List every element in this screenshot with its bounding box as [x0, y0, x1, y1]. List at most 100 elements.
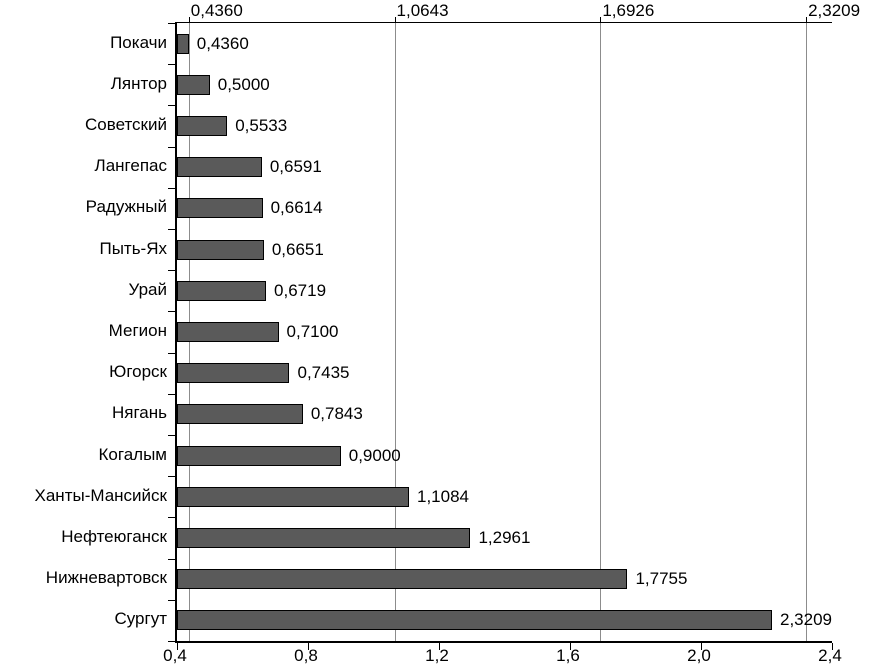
bar	[177, 569, 628, 590]
value-label: 0,6719	[274, 280, 327, 300]
value-label: 0,5533	[235, 116, 288, 135]
bar-row: 0,9000	[177, 435, 832, 476]
bar	[177, 74, 210, 95]
category-label: Пыть-Ях	[99, 238, 167, 258]
category-label: Нягань	[111, 403, 167, 423]
bar	[177, 528, 471, 549]
bar-row: 1,7755	[177, 559, 832, 600]
bar-row: 0,6719	[177, 270, 832, 311]
category-axis-tick	[168, 558, 175, 560]
category-label: Покачи	[110, 32, 167, 52]
value-label: 0,5000	[217, 74, 270, 94]
category-label: Мегион	[108, 321, 167, 341]
bar-row: 0,6591	[177, 147, 832, 188]
bar-row: 0,5533	[177, 105, 832, 146]
bar-row: 1,1084	[177, 476, 832, 517]
bottom-axis-tick	[570, 643, 571, 650]
category-axis-tick	[168, 517, 175, 519]
category-axis-tick	[168, 187, 175, 189]
category-axis-tick	[168, 352, 175, 354]
bottom-axis-tick	[832, 643, 833, 650]
bar	[177, 280, 267, 301]
bottom-axis-label: 0,4	[163, 646, 187, 665]
category-axis-tick	[168, 270, 175, 272]
category-axis-tick	[168, 64, 175, 66]
category-label: Лянтор	[110, 73, 167, 93]
category-axis-tick	[168, 435, 175, 436]
bar	[177, 610, 772, 631]
bar-row: 0,5000	[177, 64, 832, 105]
plot-area: 0,4360 0,5000 0,5533 0,6591 0,6614 0,6651 0,67…	[168, 17, 833, 650]
bar	[177, 157, 262, 178]
value-label: 1,7755	[635, 569, 688, 589]
category-label: Югорск	[109, 362, 167, 382]
top-axis-tick	[806, 17, 808, 22]
bar	[177, 198, 263, 219]
category-axis-tick	[168, 146, 175, 148]
bottom-axis-label: 1,6	[556, 646, 580, 665]
gridline	[600, 23, 602, 641]
bar-row: 0,7435	[177, 353, 832, 394]
bar-row: 0,6651	[177, 229, 832, 270]
category-axis-tick	[168, 393, 175, 395]
bar-row: 1,2961	[177, 517, 832, 558]
value-label: 2,3209	[780, 610, 832, 630]
top-axis: 0,4360 1,0643 1,6926 2,3209	[175, 0, 860, 22]
bar-row: 0,4360	[177, 23, 832, 64]
category-label: Когалым	[98, 444, 167, 464]
category-axis-tick	[168, 229, 175, 230]
bottom-axis-tick	[439, 643, 440, 650]
top-axis-label: 1,6926	[602, 1, 655, 20]
bar	[177, 486, 409, 507]
top-axis-label: 1,0643	[396, 1, 449, 20]
bar-row: 0,7100	[177, 311, 832, 352]
category-label: Лангепас	[94, 156, 167, 176]
category-axis-tick	[168, 476, 175, 478]
value-label: 0,7100	[286, 322, 339, 342]
top-axis-tick	[600, 17, 602, 22]
category-axis-tick	[168, 641, 175, 642]
bottom-axis-label: 1,2	[425, 646, 449, 665]
bar-row: 0,7843	[177, 394, 832, 435]
category-label: Советский	[85, 115, 167, 134]
bottom-axis-label: 2,0	[687, 646, 711, 665]
category-axis-tick	[168, 599, 175, 601]
bar	[177, 239, 264, 260]
bar	[177, 116, 228, 136]
category-axis-tick	[168, 105, 175, 107]
gridline	[806, 23, 808, 641]
bar	[177, 322, 279, 343]
gridline	[394, 23, 396, 641]
category-label: Ханты-Мансийск	[34, 485, 167, 505]
category-axis-tick	[168, 23, 175, 24]
category-label: Нижневартовск	[45, 568, 167, 588]
top-axis-tick	[394, 17, 396, 22]
value-label: 0,6651	[271, 239, 324, 259]
bar-row: 2,3209	[177, 600, 832, 641]
bottom-axis-label: 0,8	[294, 646, 318, 665]
top-axis-tick	[188, 17, 190, 22]
value-label: 0,9000	[348, 445, 401, 465]
bar	[177, 363, 290, 384]
top-axis-label: 2,3209	[808, 1, 861, 20]
bottom-axis-label: 2,4	[818, 646, 842, 665]
bar	[177, 404, 303, 425]
value-label: 0,7843	[310, 404, 363, 424]
bottom-axis-tick	[308, 643, 309, 650]
category-label: Нефтеюганск	[61, 527, 167, 547]
bar-row: 0,6614	[177, 188, 832, 229]
category-label: Радужный	[85, 197, 167, 217]
category-axis-tick	[168, 311, 175, 313]
value-label: 0,6614	[270, 198, 323, 218]
top-axis-label: 0,4360	[190, 1, 243, 20]
value-label: 1,1084	[417, 486, 469, 506]
bottom-axis: 0,4 0,8 1,2 1,6 2,0 2,4	[163, 640, 842, 671]
bar	[177, 445, 341, 466]
value-label: 1,2961	[478, 528, 531, 548]
value-label: 0,6591	[269, 157, 322, 177]
category-axis: Покачи Лянтор Советский Лангепас Радужный Пыт…	[0, 22, 175, 640]
category-label: Урай	[128, 279, 167, 299]
bottom-axis-tick	[177, 643, 178, 650]
category-label: Сургут	[114, 609, 167, 629]
